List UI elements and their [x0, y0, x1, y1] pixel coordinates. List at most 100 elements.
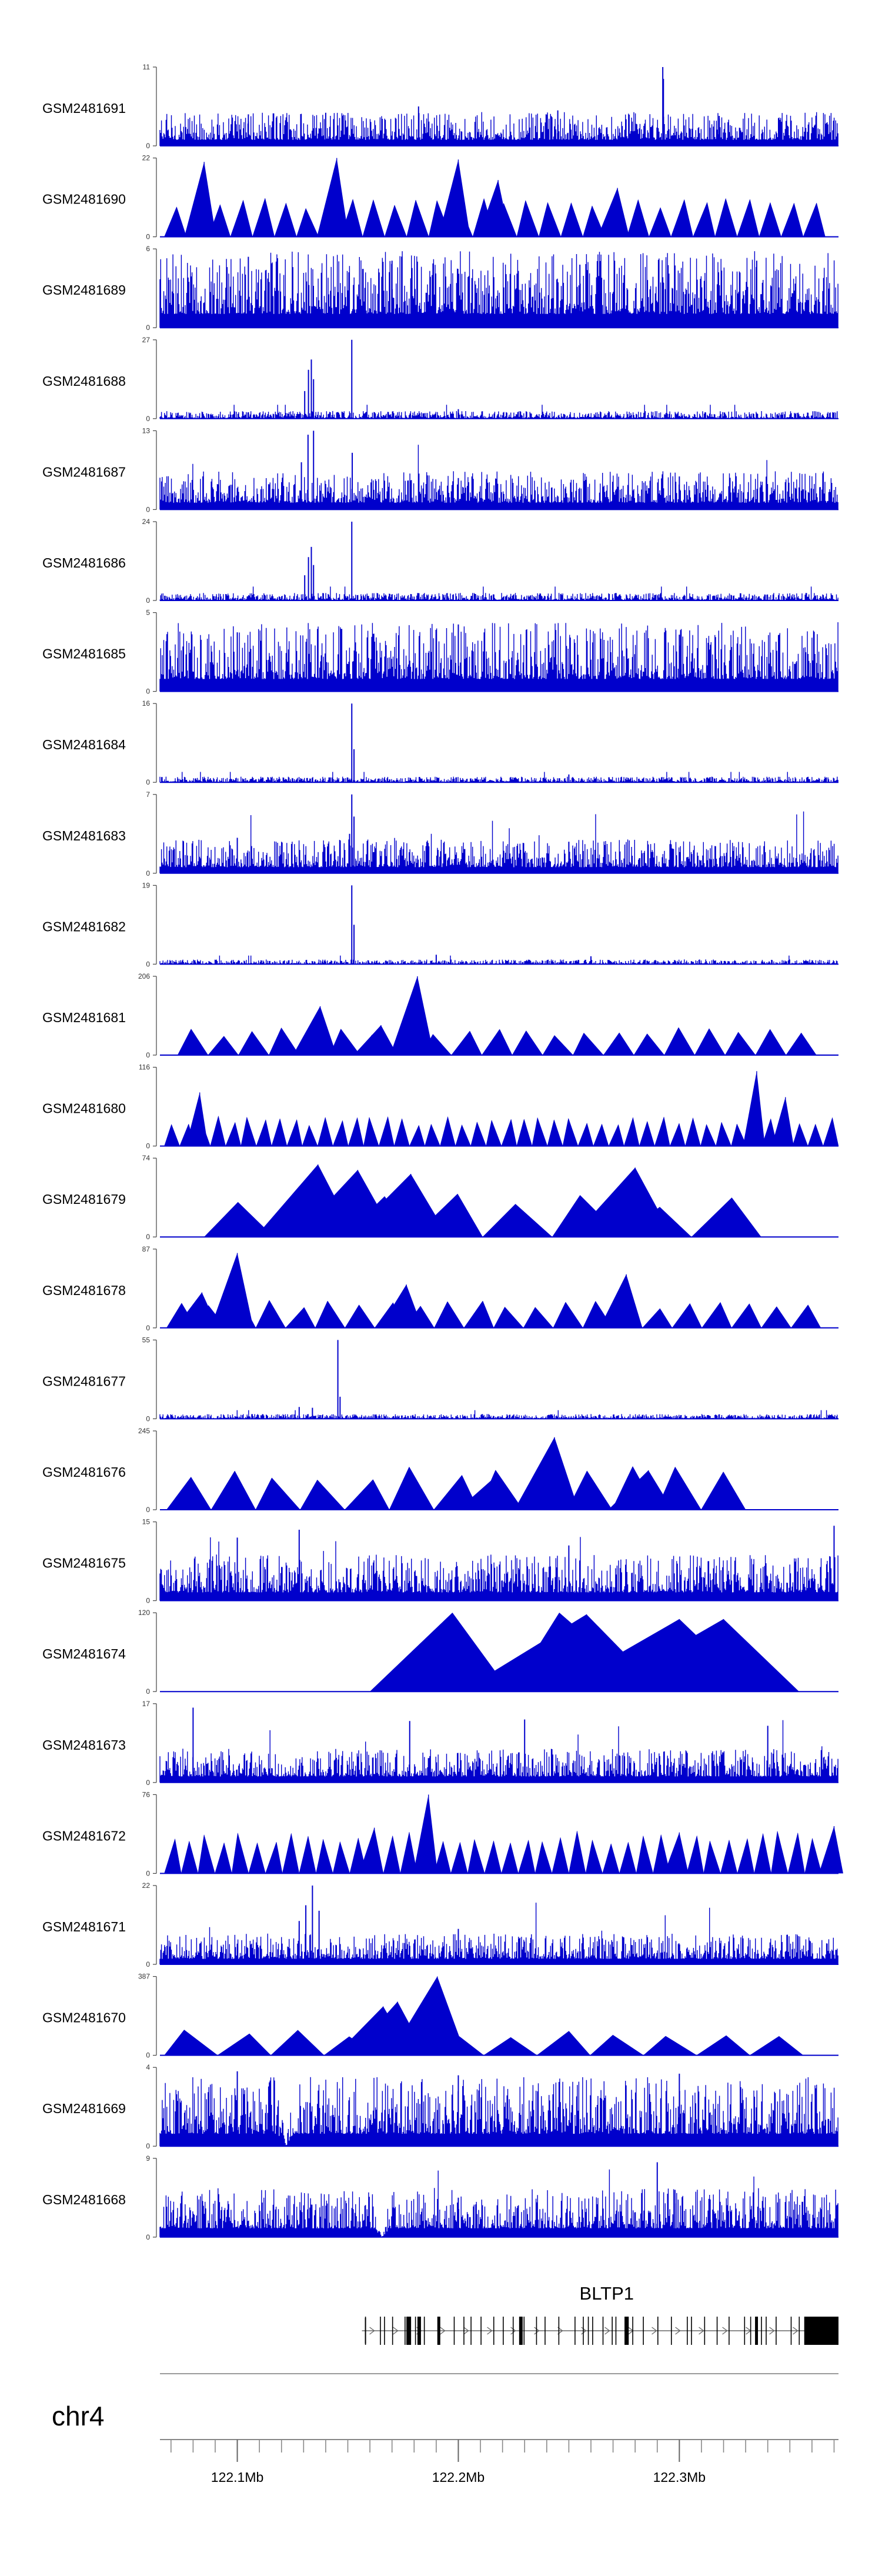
coverage-area: [164, 1831, 839, 1874]
y-max-label: 55: [142, 1336, 151, 1344]
y-min-label: 0: [146, 1687, 150, 1696]
strand-arrow: [675, 2327, 681, 2335]
track-GSM2481675: GSM2481675 15 0: [42, 1518, 838, 1605]
track-label: GSM2481687: [42, 464, 126, 479]
y-max-label: 27: [142, 336, 151, 344]
track-label: GSM2481690: [42, 192, 126, 207]
y-max-label: 76: [142, 1790, 151, 1798]
track-label: GSM2481672: [42, 1828, 126, 1843]
track-GSM2481672: GSM2481672 76 0: [42, 1790, 843, 1877]
track-label: GSM2481677: [42, 1373, 126, 1389]
y-max-label: 17: [142, 1700, 151, 1708]
track-GSM2481680: GSM2481680 116 0: [42, 1063, 839, 1150]
y-min-label: 0: [146, 1051, 150, 1059]
coverage-peak: [293, 1006, 337, 1055]
track-GSM2481686: GSM2481686 24 0: [42, 518, 838, 605]
track-GSM2481690: GSM2481690 22 0: [42, 154, 838, 241]
y-min-label: 0: [146, 1960, 150, 1968]
coverage-peak: [818, 1826, 843, 1874]
y-min-label: 0: [146, 1233, 150, 1241]
axis-tick-label: 122.2Mb: [432, 2470, 485, 2485]
genome-axis: 122.1Mb 122.2Mb 122.3Mb: [160, 2439, 838, 2485]
strand-arrow: [510, 2327, 516, 2335]
coverage-area: [177, 1027, 817, 1056]
coverage-peak: [457, 1474, 522, 1510]
tracks-group: GSM2481691110GSM2481690220GSM248168960GS…: [42, 63, 843, 2241]
coverage-peak: [608, 1470, 673, 1510]
coverage-bars: [159, 1720, 838, 1783]
track-label: GSM2481669: [42, 2101, 126, 2116]
gene-exon-block: [417, 2317, 421, 2345]
y-max-label: 7: [146, 790, 150, 799]
track-GSM2481670: GSM2481670 387 0: [42, 1973, 838, 2060]
track-GSM2481668: GSM2481668 9 0: [42, 2154, 838, 2241]
y-min-label: 0: [146, 415, 150, 423]
y-max-label: 74: [142, 1154, 151, 1162]
gene-exon-block: [519, 2317, 523, 2345]
y-min-label: 0: [146, 2051, 150, 2060]
coverage-bars: [159, 811, 838, 873]
track-label: GSM2481681: [42, 1010, 126, 1025]
coverage-bars: [159, 112, 838, 146]
track-label: GSM2481683: [42, 828, 126, 843]
y-max-label: 15: [142, 1518, 151, 1526]
y-max-label: 16: [142, 699, 151, 708]
coverage-peak: [478, 180, 510, 237]
gene-exon-block: [804, 2317, 810, 2345]
coverage-peak: [599, 1274, 643, 1328]
strand-arrow: [534, 2327, 540, 2335]
coverage-bars: [159, 2077, 838, 2147]
coverage-area: [163, 2030, 804, 2056]
y-min-label: 0: [146, 778, 150, 786]
y-max-label: 206: [138, 972, 150, 980]
y-max-label: 24: [142, 518, 151, 526]
track-GSM2481685: GSM2481685 5 0: [42, 609, 838, 696]
track-label: GSM2481684: [42, 737, 126, 752]
strand-arrow: [557, 2327, 563, 2335]
y-min-label: 0: [146, 2142, 150, 2150]
track-GSM2481689: GSM2481689 6 0: [42, 245, 838, 332]
y-max-label: 11: [143, 63, 151, 71]
y-min-label: 0: [146, 1778, 150, 1787]
track-GSM2481681: GSM2481681 206 0: [42, 972, 838, 1059]
track-label: GSM2481688: [42, 373, 126, 389]
track-label: GSM2481682: [42, 919, 126, 934]
coverage-area: [166, 1300, 821, 1329]
coverage-peak: [184, 162, 216, 237]
coverage-bars: [159, 445, 838, 510]
track-GSM2481677: GSM2481677 55 0: [42, 1336, 838, 1423]
track-GSM2481684: GSM2481684 16 0: [42, 699, 838, 786]
chromosome-label: chr4: [52, 2401, 104, 2431]
y-max-label: 22: [142, 154, 151, 162]
gene-exon-block: [406, 2317, 412, 2345]
gene-exon-block: [808, 2317, 838, 2345]
strand-arrow: [393, 2327, 399, 2335]
coverage-peak: [186, 1092, 208, 1146]
y-max-label: 116: [139, 1063, 150, 1072]
y-max-label: 9: [146, 2154, 150, 2163]
track-label: GSM2481674: [42, 1646, 126, 1661]
y-min-label: 0: [146, 142, 150, 150]
gene-exon-block: [756, 2317, 759, 2345]
coverage-peak: [743, 1071, 765, 1146]
coverage-peak: [514, 1437, 579, 1510]
axis-tick-label: 122.1Mb: [211, 2470, 264, 2485]
y-max-label: 4: [146, 2063, 150, 2071]
y-max-label: 13: [142, 426, 151, 435]
coverage-peak: [597, 1619, 800, 1692]
y-min-label: 0: [146, 1142, 150, 1150]
track-label: GSM2481668: [42, 2192, 126, 2207]
track-GSM2481669: GSM2481669 4 0: [42, 2063, 838, 2150]
track-GSM2481679: GSM2481679 74 0: [42, 1154, 838, 1241]
coverage-bars: [159, 622, 838, 692]
gene-exon-block: [625, 2317, 629, 2345]
y-max-label: 22: [142, 1881, 151, 1890]
track-label: GSM2481678: [42, 1283, 126, 1298]
coverage-bars: [159, 955, 838, 965]
y-max-label: 5: [146, 609, 150, 617]
track-GSM2481673: GSM2481673 17 0: [42, 1700, 838, 1787]
y-max-label: 19: [142, 881, 151, 889]
gene-name-label: BLTP1: [580, 2283, 634, 2304]
strand-arrow: [440, 2327, 446, 2335]
